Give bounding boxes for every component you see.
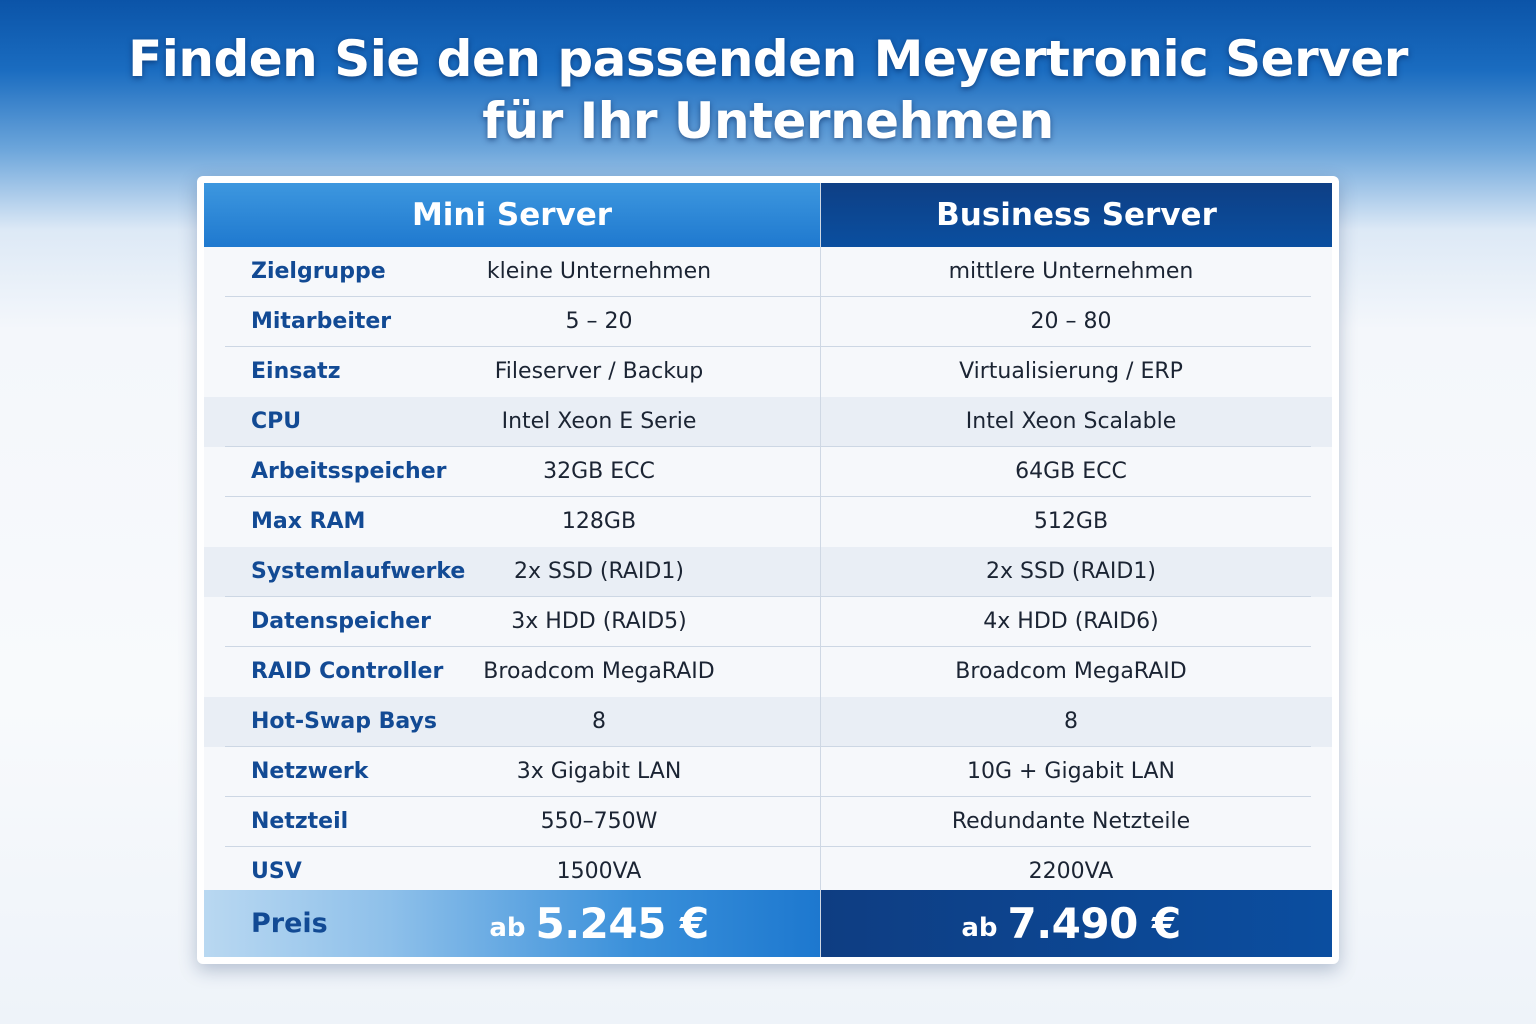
business-value: 64GB ECC: [1015, 459, 1127, 484]
table-row: Arbeitsspeicher 32GB ECC 64GB ECC: [204, 447, 1332, 497]
table-row: Netzwerk 3x Gigabit LAN 10G + Gigabit LA…: [204, 747, 1332, 797]
row-divider: [225, 296, 1311, 297]
business-value: 10G + Gigabit LAN: [966, 759, 1176, 784]
mini-value: Fileserver / Backup: [494, 359, 704, 384]
row-label: Mitarbeiter: [251, 309, 392, 334]
row-divider: [225, 596, 1311, 597]
mini-value: 1500VA: [556, 859, 642, 884]
row-divider: [225, 746, 1311, 747]
row-label: Max RAM: [251, 509, 366, 534]
price-amount-mini: 5.245 €: [535, 899, 709, 948]
table-row: Max RAM 128GB 512GB: [204, 497, 1332, 547]
comparison-table: Mini Server Business Server Zielgruppe k…: [204, 183, 1332, 957]
table-row: Einsatz Fileserver / Backup Virtualisier…: [204, 347, 1332, 397]
mini-value: 3x Gigabit LAN: [516, 759, 682, 784]
business-value: Broadcom MegaRAID: [955, 659, 1187, 684]
mini-value: 32GB ECC: [543, 459, 655, 484]
business-value: 4x HDD (RAID6): [983, 609, 1159, 634]
table-row: USV 1500VA 2200VA: [204, 847, 1332, 897]
business-value: 2x SSD (RAID1): [986, 559, 1156, 584]
price-amount-business: 7.490 €: [1007, 899, 1181, 948]
row-label: Arbeitsspeicher: [251, 459, 447, 484]
price-label: Preis: [251, 908, 328, 939]
price-mini: ab 5.245 €: [454, 890, 744, 957]
row-divider: [225, 846, 1311, 847]
price-business: ab 7.490 €: [821, 890, 1321, 957]
business-value: Virtualisierung / ERP: [959, 359, 1183, 384]
mini-value: 2x SSD (RAID1): [514, 559, 684, 584]
business-value: Intel Xeon Scalable: [965, 409, 1177, 434]
mini-value: 3x HDD (RAID5): [511, 609, 687, 634]
row-label: USV: [251, 859, 302, 884]
column-header-mini-server: Mini Server: [204, 183, 820, 247]
business-value: mittlere Unternehmen: [948, 259, 1194, 284]
column-divider: [820, 183, 821, 957]
price-cell-business-background: [821, 890, 1332, 957]
comparison-card: Mini Server Business Server Zielgruppe k…: [197, 176, 1339, 964]
row-label: RAID Controller: [251, 659, 444, 684]
price-cell-mini-background: [204, 890, 820, 957]
row-label: Systemlaufwerke: [251, 559, 466, 584]
row-divider: [225, 346, 1311, 347]
row-divider: [225, 646, 1311, 647]
page-title-line-2: für Ihr Unternehmen: [482, 92, 1054, 150]
page-title: Finden Sie den passenden Meyertronic Ser…: [0, 28, 1536, 152]
column-header-business-server: Business Server: [821, 183, 1332, 247]
row-divider: [225, 446, 1311, 447]
page-title-line-1: Finden Sie den passenden Meyertronic Ser…: [128, 30, 1408, 88]
business-value: 20 – 80: [1030, 309, 1112, 334]
table-row: CPU Intel Xeon E Serie Intel Xeon Scalab…: [204, 397, 1332, 447]
row-label: Zielgruppe: [251, 259, 386, 284]
table-row: Hot-Swap Bays 8 8: [204, 697, 1332, 747]
row-divider: [225, 796, 1311, 797]
table-row: Zielgruppe kleine Unternehmen mittlere U…: [204, 247, 1332, 297]
table-row: Systemlaufwerke 2x SSD (RAID1) 2x SSD (R…: [204, 547, 1332, 597]
row-label: Einsatz: [251, 359, 341, 384]
row-label: Netzteil: [251, 809, 349, 834]
row-label: Hot-Swap Bays: [251, 709, 437, 734]
business-value: 8: [1064, 709, 1078, 734]
row-label: Netzwerk: [251, 759, 369, 784]
business-value: 512GB: [1033, 509, 1109, 534]
row-divider: [225, 496, 1311, 497]
table-row: Mitarbeiter 5 – 20 20 – 80: [204, 297, 1332, 347]
mini-value: 550–750W: [540, 809, 658, 834]
table-row: Netzteil 550–750W Redundante Netzteile: [204, 797, 1332, 847]
business-value: Redundante Netzteile: [951, 809, 1191, 834]
row-label: CPU: [251, 409, 302, 434]
price-row: Preis ab 5.245 € ab 7.490 €: [204, 890, 1332, 957]
price-prefix: ab: [489, 912, 526, 943]
mini-value: Broadcom MegaRAID: [483, 659, 715, 684]
row-label: Datenspeicher: [251, 609, 431, 634]
price-prefix: ab: [961, 912, 998, 943]
business-value: 2200VA: [1028, 859, 1114, 884]
table-row: RAID Controller Broadcom MegaRAID Broadc…: [204, 647, 1332, 697]
spec-rows: Zielgruppe kleine Unternehmen mittlere U…: [204, 247, 1332, 897]
table-row: Datenspeicher 3x HDD (RAID5) 4x HDD (RAI…: [204, 597, 1332, 647]
mini-value: 5 – 20: [565, 309, 633, 334]
mini-value: Intel Xeon E Serie: [501, 409, 697, 434]
mini-value: 8: [592, 709, 606, 734]
mini-value: 128GB: [561, 509, 637, 534]
mini-value: kleine Unternehmen: [486, 259, 712, 284]
